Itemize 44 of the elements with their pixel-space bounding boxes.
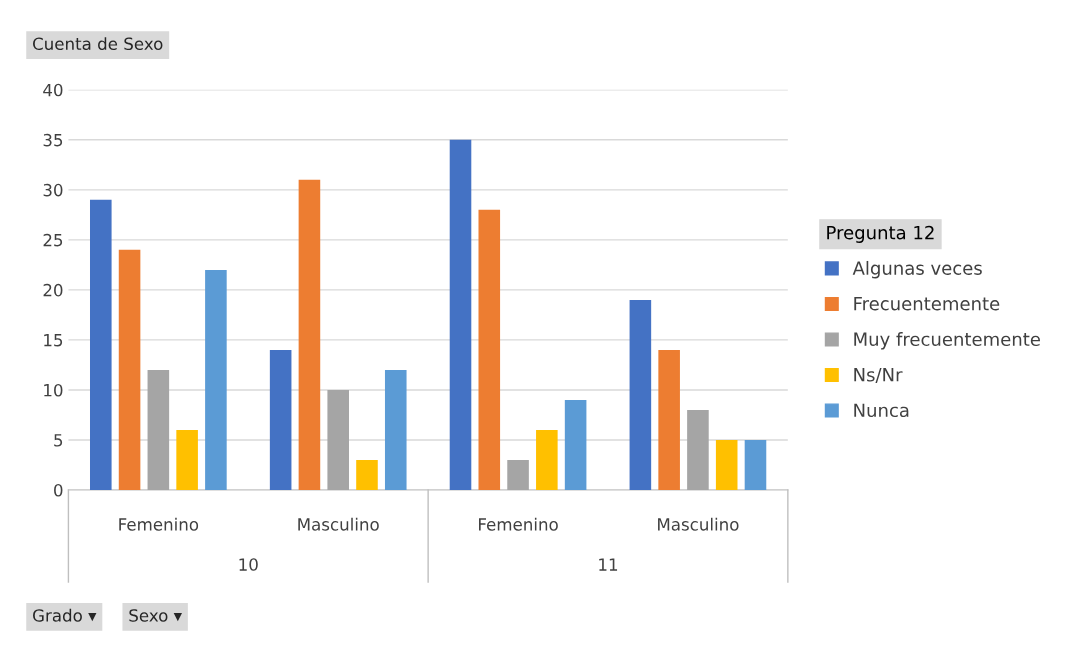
chart-title: Cuenta de Sexo (33, 37, 163, 51)
bar (384, 369, 407, 490)
bar (356, 459, 378, 490)
text: 11 (599, 558, 618, 571)
x-tick-label: Masculino (658, 517, 739, 531)
bar (507, 459, 529, 490)
legend-title: Pregunta 12 (827, 225, 934, 243)
x-tick-label: Masculino (298, 517, 379, 531)
bar (118, 249, 141, 490)
bar (478, 209, 501, 490)
bar (744, 439, 767, 490)
legend-label: Nunca (854, 403, 909, 418)
legend-label: Muy frecuentemente (854, 332, 1040, 350)
bar (715, 439, 738, 490)
bar (327, 389, 349, 490)
y-tick-label: 5 (54, 434, 63, 447)
y-tick-label: 20 (43, 283, 63, 297)
bar (90, 199, 112, 490)
bar (205, 269, 227, 490)
y-tick-label: 30 (43, 183, 63, 197)
x-tick-label: Femenino (119, 517, 199, 531)
bar (269, 349, 292, 490)
bar (687, 409, 709, 490)
legend-label: Ns/Nr (854, 368, 903, 383)
text: Sexo ▾ (129, 609, 182, 622)
text: Grado ▾ (33, 608, 97, 622)
y-tick-label: 25 (43, 233, 63, 247)
bar (449, 139, 472, 490)
x-tick-label: Femenino (479, 517, 558, 531)
bar (629, 299, 652, 490)
bar (536, 429, 558, 490)
y-tick-label: 0 (54, 483, 63, 497)
bar (564, 399, 587, 490)
bar (298, 179, 321, 490)
y-tick-label: 40 (43, 83, 63, 97)
y-tick-label: 35 (43, 133, 63, 147)
bar (658, 349, 680, 490)
text: 10 (239, 558, 258, 571)
y-tick-label: 15 (44, 334, 63, 347)
legend-label: Algunas veces (852, 260, 982, 279)
bar (176, 429, 198, 490)
bar (147, 369, 170, 490)
legend-label: Frecuentemente (854, 297, 1000, 311)
y-tick-label: 10 (44, 383, 63, 397)
